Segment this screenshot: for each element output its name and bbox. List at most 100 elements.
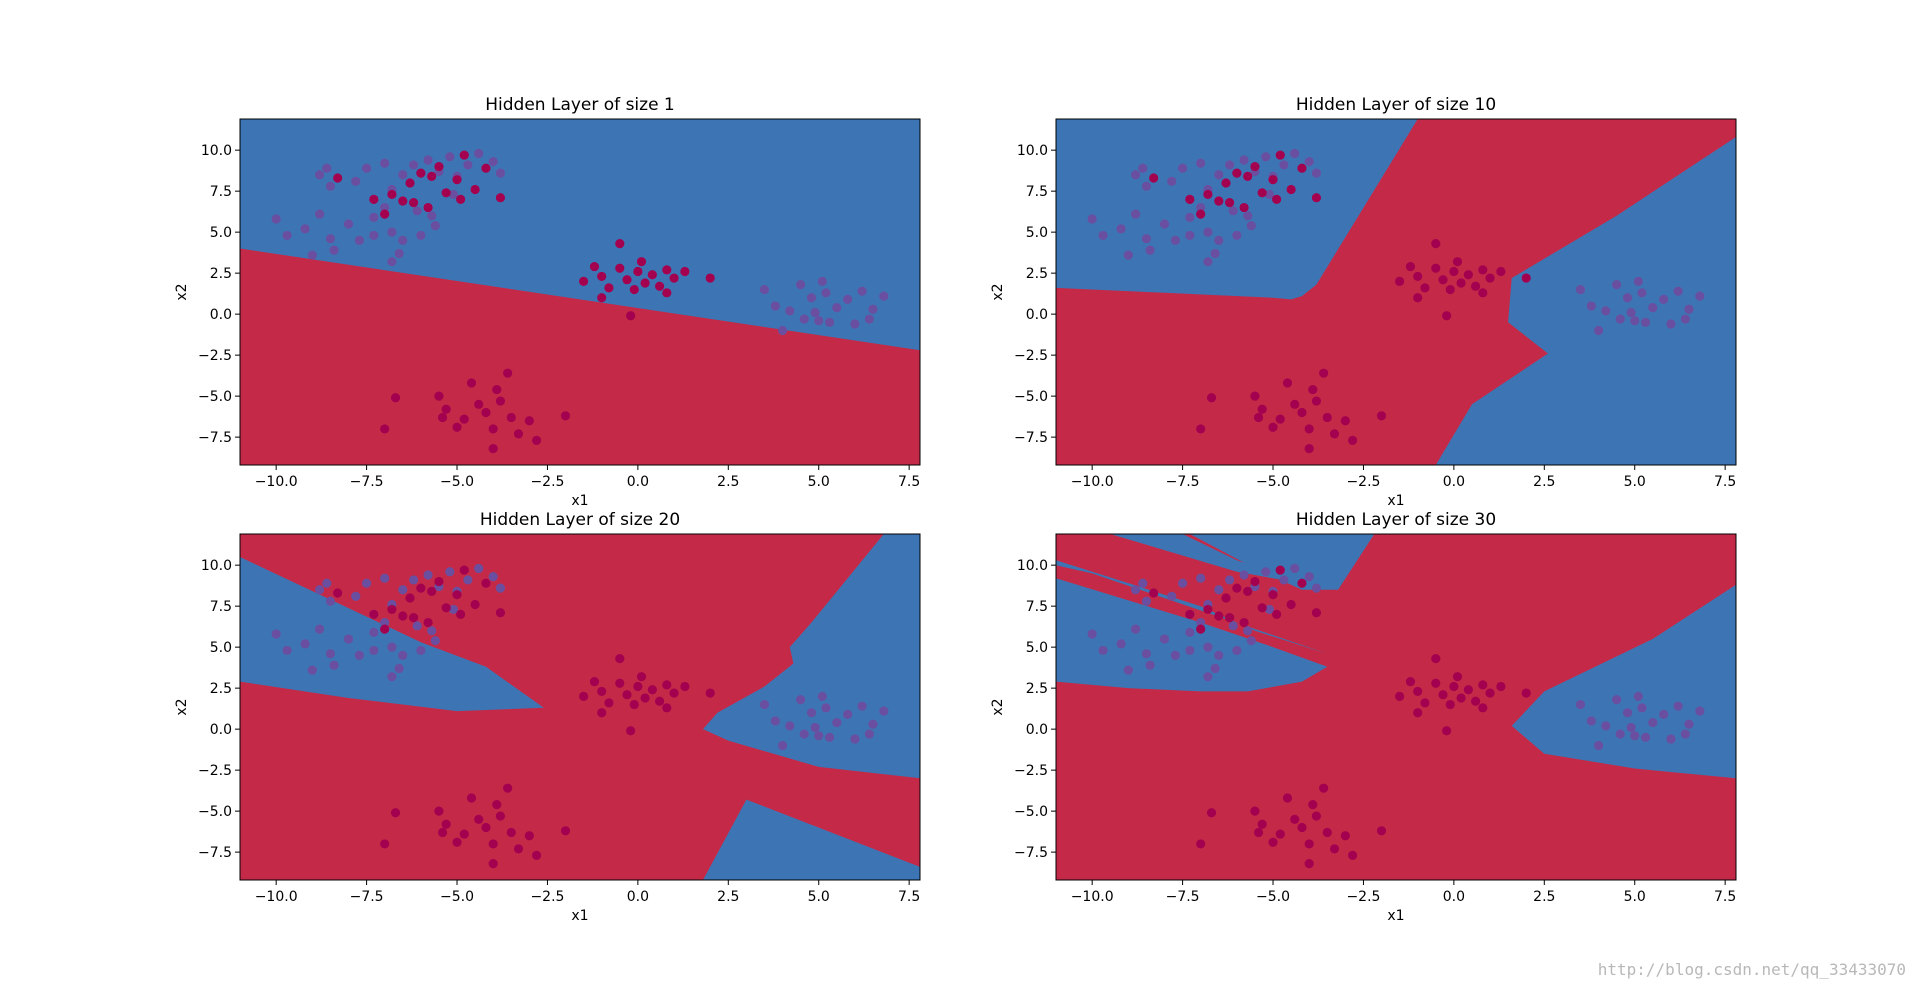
- data-point-class-1: [524, 831, 534, 841]
- data-point-class-0: [1098, 230, 1108, 241]
- data-point-class-1: [369, 609, 379, 619]
- data-point-class-1: [597, 686, 607, 697]
- y-tick-label: −7.5: [1014, 845, 1048, 861]
- data-point-class-1: [1149, 173, 1159, 183]
- y-tick-label: 2.5: [210, 266, 232, 282]
- y-tick-label: −7.5: [198, 430, 232, 446]
- x-tick-label: 0.0: [1443, 889, 1465, 905]
- data-point-class-0: [307, 250, 317, 260]
- data-point-class-0: [777, 325, 788, 336]
- data-point-class-0: [1177, 578, 1188, 588]
- x-tick-label: −7.5: [350, 474, 384, 490]
- data-point-class-0: [1630, 316, 1640, 326]
- data-point-class-0: [343, 219, 354, 229]
- axes-frame: [1055, 533, 1737, 881]
- data-point-class-0: [864, 314, 874, 324]
- data-point-class-0: [1130, 585, 1141, 595]
- data-point-class-0: [1648, 302, 1658, 313]
- data-point-class-1: [427, 171, 437, 181]
- x-axis-label: x1: [1387, 908, 1404, 924]
- data-point-class-0: [814, 731, 824, 741]
- x-tick-label: −2.5: [530, 474, 564, 490]
- data-point-class-1: [1275, 414, 1285, 424]
- data-point-class-1: [654, 281, 665, 291]
- data-point-class-0: [1228, 621, 1238, 631]
- data-point-class-0: [423, 570, 433, 580]
- region-class-0: [703, 534, 920, 779]
- data-point-class-1: [662, 288, 672, 298]
- data-point-class-1: [1319, 368, 1329, 378]
- data-point-class-1: [503, 368, 513, 378]
- data-point-class-1: [441, 188, 451, 198]
- data-point-class-1: [1456, 278, 1466, 288]
- data-point-class-0: [814, 316, 824, 326]
- data-point-class-1: [1478, 680, 1488, 690]
- data-point-class-0: [343, 634, 354, 644]
- data-point-class-0: [1311, 168, 1322, 178]
- data-point-class-1: [1322, 412, 1332, 423]
- data-point-class-1: [452, 590, 462, 600]
- x-tick-label: 5.0: [1624, 889, 1646, 905]
- y-tick-label: 10.0: [201, 143, 232, 159]
- data-point-class-0: [427, 211, 437, 221]
- data-point-class-1: [513, 429, 524, 439]
- chart-title: Hidden Layer of size 1: [485, 95, 675, 115]
- data-point-class-1: [1463, 270, 1473, 280]
- data-point-class-0: [821, 703, 831, 713]
- data-point-class-0: [864, 729, 874, 739]
- data-point-class-0: [430, 220, 440, 231]
- data-point-class-0: [1123, 665, 1133, 675]
- data-point-class-1: [405, 178, 415, 188]
- data-point-class-0: [1087, 214, 1097, 224]
- x-tick-label: −5.0: [1256, 889, 1290, 905]
- x-axis-label: x1: [571, 493, 588, 509]
- data-point-class-1: [1268, 422, 1278, 432]
- y-tick-label: −5.0: [1014, 389, 1048, 405]
- data-point-class-1: [380, 424, 390, 434]
- data-point-class-0: [1586, 301, 1596, 311]
- data-point-class-1: [1452, 257, 1463, 267]
- y-tick-label: 0.0: [210, 722, 232, 738]
- chart-title: Hidden Layer of size 20: [480, 510, 680, 530]
- data-point-class-0: [817, 691, 827, 701]
- data-point-class-1: [481, 578, 491, 588]
- x-tick-label: 5.0: [808, 889, 830, 905]
- data-point-class-0: [824, 732, 835, 742]
- data-point-class-0: [1196, 617, 1206, 628]
- data-point-class-1: [387, 189, 397, 200]
- data-point-class-1: [398, 611, 408, 621]
- data-point-class-0: [380, 573, 390, 583]
- data-point-class-0: [1246, 220, 1256, 231]
- scatter-points: [1087, 563, 1705, 869]
- data-point-class-1: [615, 654, 625, 664]
- x-tick-label: −10.0: [255, 474, 298, 490]
- data-point-class-0: [1196, 573, 1206, 583]
- data-point-class-0: [1116, 639, 1126, 649]
- data-point-class-1: [1225, 613, 1235, 623]
- data-point-class-0: [1228, 206, 1238, 216]
- x-tick-label: 0.0: [627, 889, 649, 905]
- data-point-class-0: [1659, 294, 1669, 304]
- data-point-class-0: [409, 160, 419, 170]
- data-point-class-1: [579, 691, 589, 701]
- data-point-class-0: [354, 650, 364, 660]
- data-point-class-1: [1311, 608, 1322, 618]
- data-point-class-1: [1149, 588, 1159, 598]
- data-point-class-1: [459, 565, 469, 575]
- data-point-class-0: [1593, 325, 1604, 336]
- data-point-class-0: [1214, 235, 1224, 245]
- data-point-class-1: [503, 783, 513, 793]
- data-point-class-0: [1695, 706, 1705, 716]
- y-tick-label: 7.5: [210, 184, 232, 200]
- data-point-class-1: [1282, 793, 1293, 803]
- data-point-class-0: [1304, 572, 1314, 582]
- data-point-class-0: [1593, 740, 1604, 751]
- data-point-class-1: [481, 822, 491, 833]
- data-point-class-1: [669, 273, 679, 283]
- data-point-class-0: [796, 280, 806, 290]
- data-point-class-1: [506, 827, 516, 838]
- data-point-class-0: [1637, 288, 1647, 298]
- data-point-class-0: [1098, 645, 1108, 656]
- data-point-class-0: [351, 176, 361, 186]
- data-point-class-1: [1304, 839, 1314, 849]
